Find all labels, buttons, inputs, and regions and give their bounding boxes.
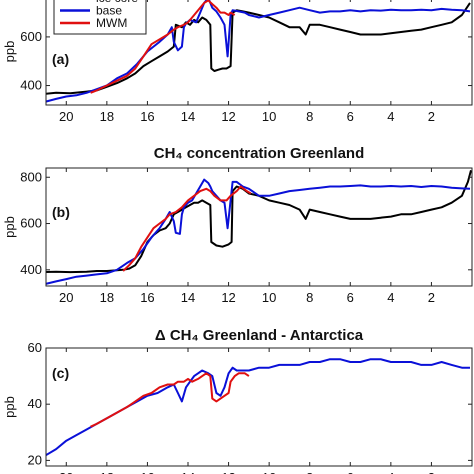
panel-letter: (a) (52, 51, 69, 67)
panel-letter: (c) (52, 365, 69, 381)
series-group (46, 170, 472, 285)
y-tick-label: 20 (28, 452, 42, 467)
x-tick-label: 8 (306, 470, 313, 474)
x-tick-label: 18 (100, 290, 114, 305)
panel-2: CH₄ concentration Greenland 20 18 16 14 12 10 8… (2, 145, 473, 305)
x-tick-label: 8 (306, 109, 313, 124)
series-line-mwm (90, 0, 236, 94)
y-axis-label: ppb (2, 216, 17, 238)
legend: ice corebaseMWM (53, 0, 147, 35)
x-tick-label: 4 (387, 290, 394, 305)
series-line-mwm (122, 185, 252, 272)
x-tick-label: 18 (100, 109, 114, 124)
x-tick-label: 6 (347, 290, 354, 305)
series-line-ice-core (46, 170, 472, 274)
y-tick-label: 60 (28, 340, 42, 355)
x-tick-label: 20 (59, 470, 73, 474)
legend-entry: ice core (96, 0, 138, 5)
legend-entry: MWM (96, 16, 127, 30)
x-tick-label: 2 (428, 290, 435, 305)
series-line-base (46, 358, 470, 457)
axes-box (45, 167, 473, 287)
x-tick-label: 12 (221, 470, 235, 474)
series-group (46, 358, 470, 457)
x-tick-label: 4 (387, 109, 394, 124)
panel-title: Δ CH₄ Greenland - Antarctica (155, 327, 364, 344)
x-tick-label: 8 (306, 290, 313, 305)
panel-title: CH₄ concentration Greenland (154, 145, 365, 162)
x-tick-label: 14 (181, 290, 195, 305)
x-tick-label: 2 (428, 109, 435, 124)
y-tick-label: 40 (28, 396, 42, 411)
series-line-ice-core (46, 2, 471, 95)
series-line-mwm (90, 372, 250, 428)
panel-3: Δ CH₄ Greenland - Antarctica 20 18 16 14 12 10… (2, 327, 473, 474)
x-tick-label: 20 (59, 290, 73, 305)
x-tick-label: 6 (347, 109, 354, 124)
y-tick-label: 600 (20, 216, 42, 231)
x-tick-label: 14 (181, 470, 195, 474)
x-tick-label: 20 (59, 109, 73, 124)
legend-box (53, 0, 147, 35)
y-axis-label: ppb (2, 41, 17, 63)
x-tick-label: 10 (262, 109, 276, 124)
x-tick-label: 4 (387, 470, 394, 474)
axes-box (45, 347, 473, 467)
x-tick-label: 12 (221, 290, 235, 305)
x-tick-label: 16 (140, 470, 154, 474)
y-tick-label: 800 (20, 169, 42, 184)
x-tick-label: 6 (347, 470, 354, 474)
axes-box (45, 0, 473, 106)
y-tick-label: 400 (20, 262, 42, 277)
y-axis-label: ppb (2, 396, 17, 418)
x-tick-label: 10 (262, 470, 276, 474)
y-tick-label: 400 (20, 78, 42, 93)
x-tick-label: 16 (140, 109, 154, 124)
x-tick-label: 2 (428, 470, 435, 474)
y-tick-label: 600 (20, 29, 42, 44)
x-tick-label: 12 (221, 109, 235, 124)
legend-entry: base (96, 4, 122, 18)
x-tick-label: 18 (100, 470, 114, 474)
x-tick-label: 14 (181, 109, 195, 124)
series-group (46, 0, 471, 103)
panel-letter: (b) (52, 204, 70, 220)
x-tick-label: 16 (140, 290, 154, 305)
x-tick-label: 10 (262, 290, 276, 305)
